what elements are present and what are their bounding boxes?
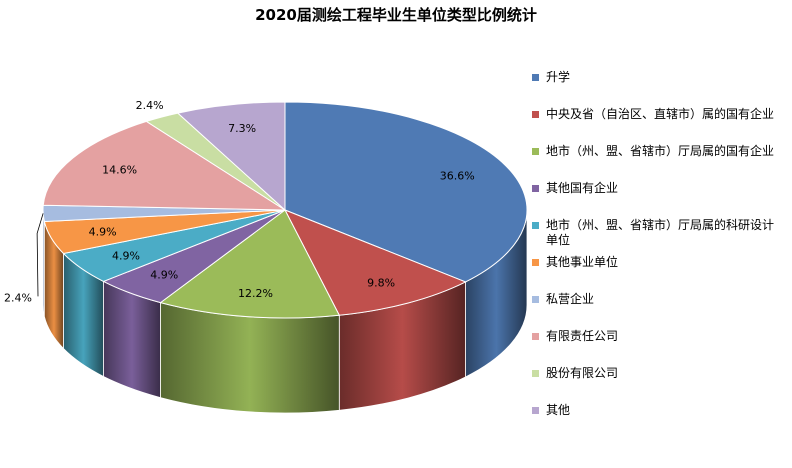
legend-label: 地市（州、盟、省辖市）厅局属的国有企业 xyxy=(546,144,775,158)
data-label: 4.9% xyxy=(112,249,140,262)
legend-item: 其他事业单位 xyxy=(532,255,782,292)
legend-swatch xyxy=(532,185,539,192)
pie-slice xyxy=(284,101,528,283)
legend-item: 其他 xyxy=(532,403,782,440)
legend-item: 地市（州、盟、省辖市）厅局属的国有企业 xyxy=(532,144,782,181)
legend-item: 中央及省（自治区、直辖市）属的国有企业 xyxy=(532,107,782,144)
pie-slice xyxy=(42,120,287,211)
pie-slice xyxy=(283,209,467,316)
legend-item: 地市（州、盟、省辖市）厅局属的科研设计单位 xyxy=(532,218,782,255)
data-label: 2.4% xyxy=(136,99,164,112)
data-label: 12.2% xyxy=(238,287,273,300)
chart-legend: 升学中央及省（自治区、直辖市）属的国有企业 地市（州、盟、省辖市）厅局属的国有企业… xyxy=(532,70,782,440)
legend-label: 升学 xyxy=(546,70,571,84)
data-label: 9.8% xyxy=(367,277,395,290)
legend-label: 其他 xyxy=(546,403,571,417)
legend-label: 中央及省（自治区、直辖市）属的国有企业 xyxy=(546,107,775,121)
pie-slice xyxy=(159,209,341,319)
legend-swatch xyxy=(532,111,539,118)
data-label: 14.6% xyxy=(102,163,137,176)
pie-slice xyxy=(176,101,286,212)
legend-swatch xyxy=(532,222,539,229)
legend-label: 其他事业单位 xyxy=(546,255,619,269)
legend-label: 地市（州、盟、省辖市）厅局属的科研设计单位 xyxy=(546,218,775,247)
legend-item: 升学 xyxy=(532,70,782,107)
legend-label: 股份有限公司 xyxy=(546,366,619,380)
legend-swatch xyxy=(532,296,539,303)
legend-label: 其他国有企业 xyxy=(546,181,619,195)
leader-line xyxy=(36,213,44,297)
pie-slice-side xyxy=(160,302,340,414)
data-label: 36.6% xyxy=(440,170,475,183)
chart-title: 2020届测绘工程毕业生单位类型比例统计 xyxy=(255,6,537,24)
legend-swatch xyxy=(532,74,539,81)
data-label: 7.3% xyxy=(228,122,256,135)
legend-swatch xyxy=(532,370,539,377)
legend-swatch xyxy=(532,259,539,266)
legend-item: 其他国有企业 xyxy=(532,181,782,218)
legend-item: 股份有限公司 xyxy=(532,366,782,403)
data-label: 4.9% xyxy=(150,269,178,282)
legend-swatch xyxy=(532,333,539,340)
legend-swatch xyxy=(532,148,539,155)
legend-item: 有限责任公司 xyxy=(532,329,782,366)
legend-label: 私营企业 xyxy=(546,292,595,306)
legend-item: 私营企业 xyxy=(532,292,782,329)
data-label: 2.4% xyxy=(4,291,32,304)
legend-swatch xyxy=(532,407,539,414)
data-label: 4.9% xyxy=(89,226,117,239)
legend-label: 有限责任公司 xyxy=(546,329,619,343)
